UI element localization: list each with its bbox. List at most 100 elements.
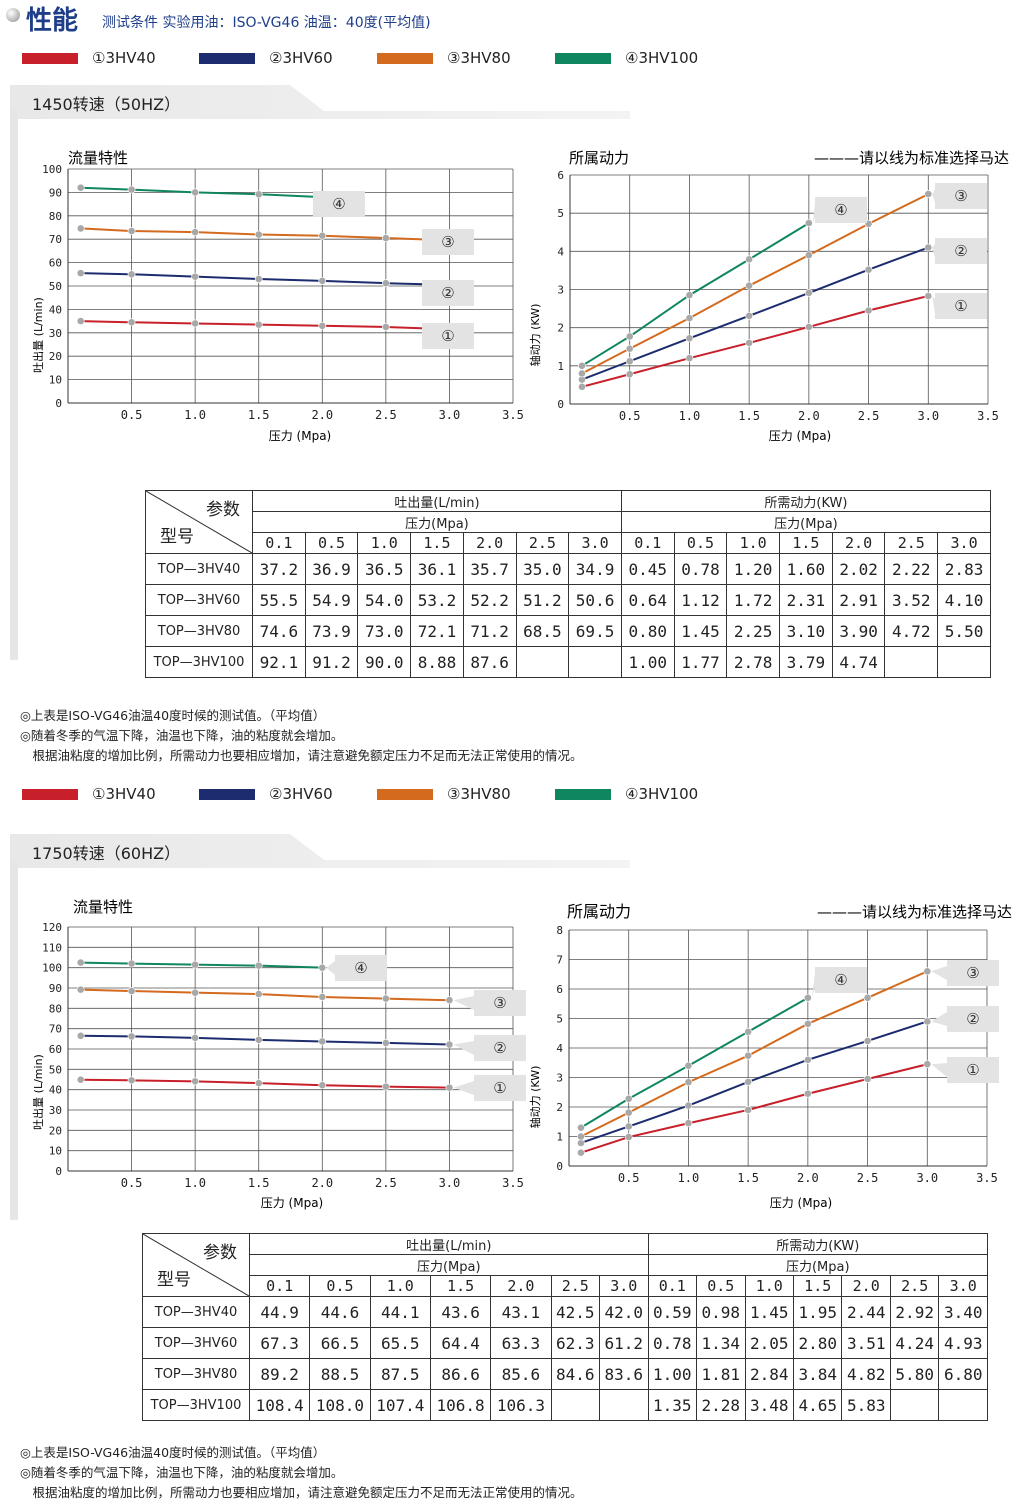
model-cell: TOP—3HV40: [145, 553, 253, 585]
value-cell: 0.78: [647, 1327, 698, 1359]
x-tick-label: 3.5: [502, 1176, 524, 1190]
x-tick-label: 3.0: [917, 409, 939, 423]
value-cell: 35.0: [515, 553, 570, 585]
value-cell: 3.90: [831, 615, 886, 647]
chart-title: 所属动力: [569, 149, 629, 167]
series-line: [80, 272, 450, 286]
value-cell: 4.72: [884, 615, 939, 647]
value-cell: 4.82: [841, 1358, 891, 1390]
y-tick-label: 40: [49, 1084, 62, 1097]
value-cell: 2.83: [937, 553, 991, 585]
y-tick-label: 4: [557, 245, 564, 258]
series-label: ③: [493, 994, 506, 1012]
data-point: [127, 318, 136, 327]
value-cell: 54.0: [357, 584, 412, 616]
value-cell: 0.45: [620, 553, 675, 585]
pressure-cell: 1.5: [429, 1275, 492, 1297]
data-point: [625, 344, 634, 353]
pressure-cell: 0.5: [673, 532, 728, 554]
value-cell: 1.77: [673, 646, 728, 678]
x-tick-label: 1.0: [678, 1171, 700, 1185]
plot-area: 0 10 20 30 40 50 60 70 80 90 100 0.5 1.0 1.5 2.0 2.5 3.0…: [42, 163, 524, 422]
plot-area: 0 10 20 30 40 50 60 70 80 90 100 110 120 0.5 1.0 1.5 2.0…: [42, 921, 526, 1190]
value-cell: 4.10: [937, 584, 991, 616]
value-cell: 5.80: [889, 1358, 940, 1390]
value-cell: 108.4: [248, 1389, 311, 1421]
x-tick-label: 0.5: [121, 1176, 143, 1190]
y-tick-label: 0: [55, 397, 62, 410]
legend-item: ①3HV40: [22, 47, 156, 69]
callout-pointer: [932, 295, 935, 313]
value-cell: 108.0: [309, 1389, 371, 1421]
y-tick-label: 40: [49, 303, 62, 316]
y-tick-label: 80: [49, 210, 62, 223]
data-point: [254, 320, 263, 329]
callout-pointer: [453, 1081, 474, 1095]
callout-box: [422, 280, 474, 306]
x-tick-label: 2.0: [311, 1176, 333, 1190]
pressure-cell: 2.5: [889, 1275, 940, 1297]
data-point: [191, 960, 200, 969]
data-point: [684, 1119, 693, 1128]
header-param: 参数: [206, 500, 240, 520]
data-point: [76, 224, 85, 233]
series-label: ②: [441, 284, 454, 302]
x-tick-label: 1.5: [248, 408, 270, 422]
value-cell: 52.2: [462, 584, 517, 616]
table-row: TOP—3HV100 108.4 108.0 107.4 106.8 106.3 1.35 2…: [142, 1389, 988, 1421]
model-cell: TOP—3HV100: [142, 1389, 250, 1421]
value-cell: 0.59: [647, 1296, 698, 1328]
y-tick-label: 20: [49, 350, 62, 363]
series-label: ①: [441, 327, 454, 345]
x-axis-label: 压力 (Mpa): [261, 1196, 324, 1210]
legend: ①3HV40 ②3HV60 ③3HV80 ④3HV100: [22, 47, 722, 69]
value-cell: 3.40: [938, 1296, 988, 1328]
callout-pointer: [932, 244, 935, 258]
callout-box: [335, 955, 387, 981]
page-title: 性能: [26, 6, 79, 36]
plot-area: 0 1 2 3 4 5 6 7 8 0.5 1.0 1.5 2.0 2.5 3.0 3.5 ① ② ③ ④: [556, 924, 999, 1185]
data-point: [863, 1037, 872, 1045]
legend-swatch: [199, 52, 255, 64]
value-cell: 36.9: [304, 553, 359, 585]
legend-swatch: [22, 788, 78, 800]
flow-chart-1750: 流量特性 吐出量 (L/min) 压力 (Mpa) 0 10 20 30 40 50 60 7…: [31, 898, 526, 1210]
value-cell: 68.5: [515, 615, 570, 647]
data-point: [803, 1019, 812, 1028]
value-cell: 63.3: [490, 1327, 552, 1359]
data-point: [127, 227, 136, 235]
value-cell: 43.6: [429, 1296, 492, 1328]
value-cell: 106.8: [429, 1389, 492, 1421]
x-tick-label: 3.5: [976, 1171, 998, 1185]
callout-pointer: [931, 1063, 947, 1077]
pressure-cell: 2.0: [841, 1275, 891, 1297]
table-row: TOP—3HV80 89.2 88.5 87.5 86.6 85.6 84.6 83.6 1.0…: [142, 1358, 988, 1390]
series-label: ③: [954, 187, 967, 205]
callout-box: [935, 238, 987, 264]
series-label: ④: [332, 195, 345, 213]
callout-pointer: [453, 1041, 474, 1055]
y-tick-label: 6: [556, 983, 563, 996]
y-tick-label: 10: [49, 1145, 62, 1158]
legend-item: ②3HV60: [199, 783, 333, 805]
value-cell: 90.0: [357, 646, 412, 678]
legend-swatch: [555, 788, 611, 800]
note-line: 根据油粘度的增加比例，所需动力也要相应增加，请注意避免额定压力不足而无法正常使用…: [20, 748, 583, 763]
data-point: [445, 996, 454, 1005]
x-tick-label: 0.5: [618, 1171, 640, 1185]
value-cell: [568, 646, 622, 678]
data-point: [577, 1148, 585, 1157]
callout-box: [474, 990, 526, 1016]
legend-swatch: [199, 788, 255, 800]
value-cell: 3.51: [841, 1327, 891, 1359]
pressure-cell: 2.5: [515, 532, 570, 554]
section-title: 1750转速（60HZ）: [32, 844, 181, 863]
value-cell: 1.72: [726, 584, 781, 616]
value-cell: 2.28: [696, 1389, 746, 1421]
data-point: [577, 1132, 585, 1141]
data-point: [76, 183, 85, 192]
legend-swatch: [377, 788, 433, 800]
pressure-cell: 0.1: [620, 532, 675, 554]
value-cell: 0.78: [673, 553, 728, 585]
flow-chart-1450: 流量特性 吐出量 (L/min) 压力 (Mpa) 0 10 20 30 40 50 60 7…: [31, 149, 524, 443]
